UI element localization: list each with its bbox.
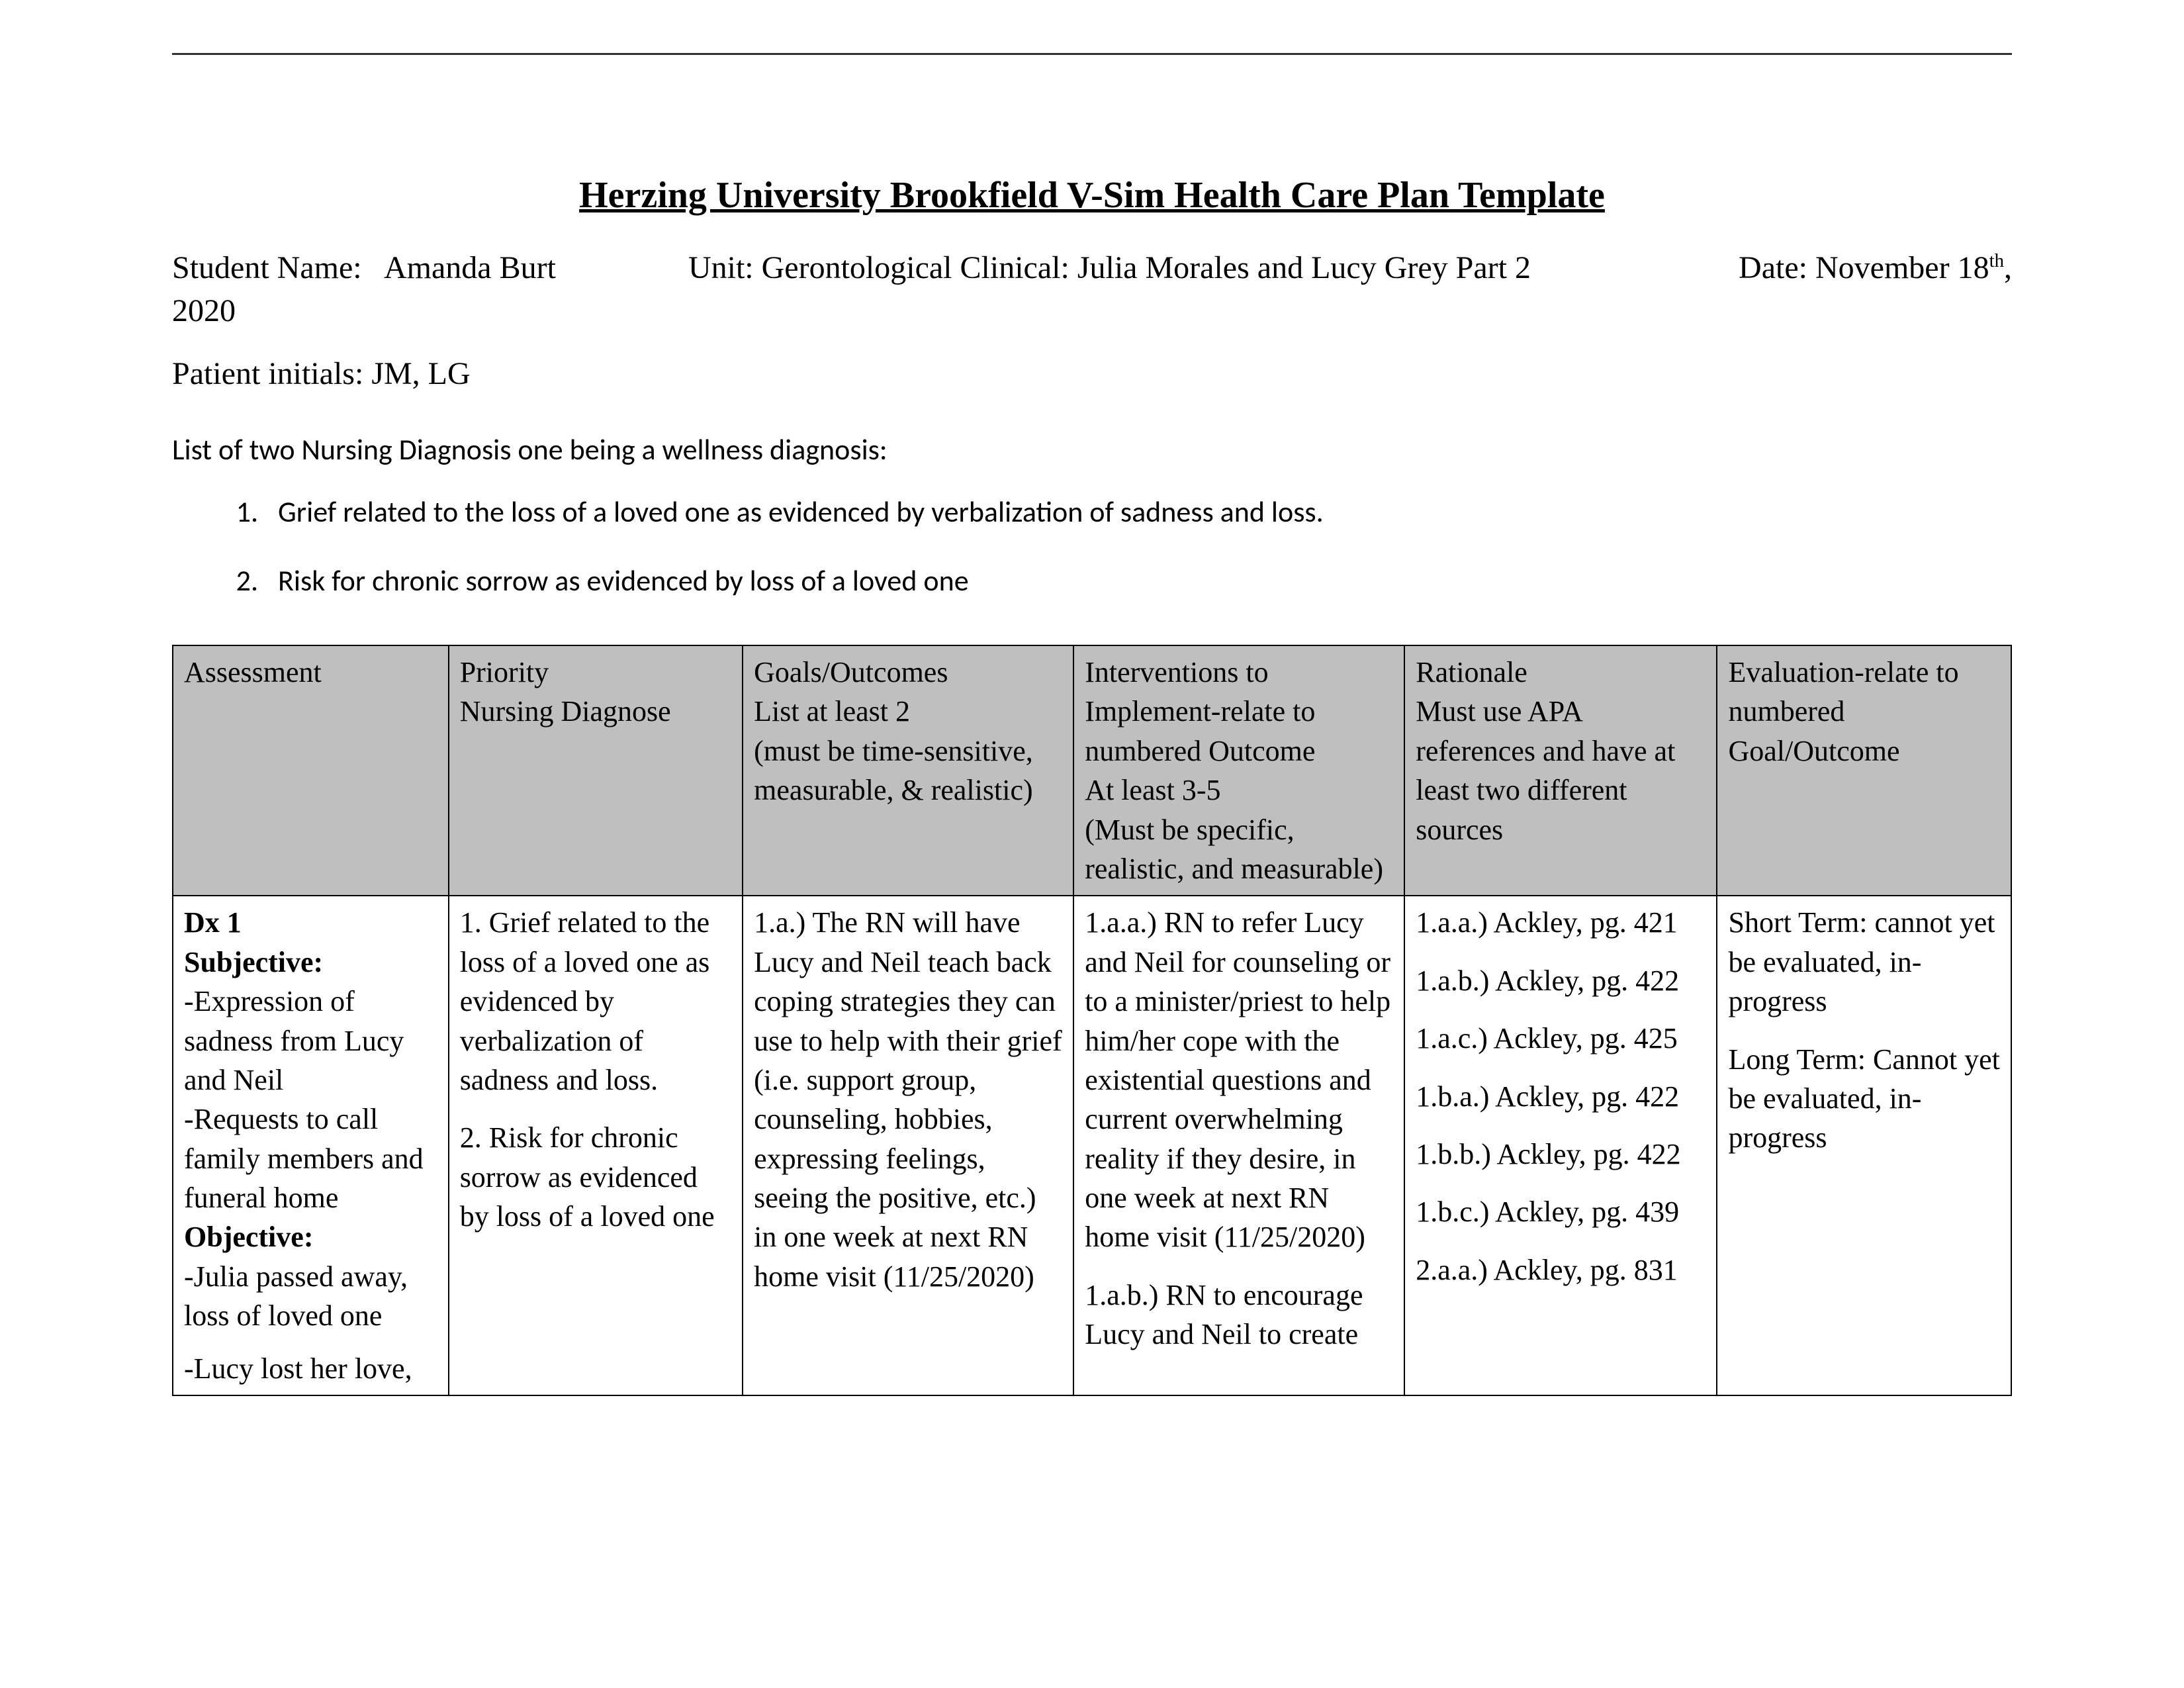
priority-item-2: 2. Risk for chronic sorrow as evidenced … xyxy=(460,1118,731,1236)
subjective-label: Subjective: xyxy=(184,943,437,982)
top-horizontal-rule xyxy=(172,53,2012,55)
header-priority: PriorityNursing Diagnose xyxy=(449,645,743,896)
patient-initials-field: Patient initials: JM, LG xyxy=(172,355,2012,392)
unit-label: Unit: xyxy=(688,250,754,285)
cell-rationale: 1.a.a.) Ackley, pg. 421 1.a.b.) Ackley, … xyxy=(1404,896,1717,1395)
diagnosis-item-2: Risk for chronic sorrow as evidenced by … xyxy=(265,563,2012,598)
rationale-2: 1.a.b.) Ackley, pg. 422 xyxy=(1416,961,1706,1000)
objective-line-2: -Lucy lost her love, xyxy=(184,1349,437,1388)
date-year: 2020 xyxy=(172,293,2012,329)
cell-evaluation: Short Term: cannot yet be evaluated, in-… xyxy=(1717,896,2011,1395)
date-field: Date: November 18th, xyxy=(1739,250,2012,286)
cell-assessment: Dx 1 Subjective: -Expression of sadness … xyxy=(173,896,449,1395)
student-name-value: Amanda Burt xyxy=(384,250,556,285)
date-value-suffix: , xyxy=(2004,250,2012,285)
evaluation-long-term: Long Term: Cannot yet be evaluated, in-p… xyxy=(1728,1040,2000,1158)
rationale-5: 1.b.b.) Ackley, pg. 422 xyxy=(1416,1135,1706,1174)
goal-1a: 1.a.) The RN will have Lucy and Neil tea… xyxy=(754,903,1062,1296)
unit-field: Unit: Gerontological Clinical: Julia Mor… xyxy=(582,250,1712,286)
priority-item-1: 1. Grief related to the loss of a loved … xyxy=(460,903,731,1100)
spacer xyxy=(184,1336,437,1349)
cell-priority: 1. Grief related to the loss of a loved … xyxy=(449,896,743,1395)
document-page: Herzing University Brookfield V-Sim Heal… xyxy=(0,0,2184,1688)
table-row: Dx 1 Subjective: -Expression of sadness … xyxy=(173,896,2011,1395)
intervention-2: 1.a.b.) RN to encourage Lucy and Neil to… xyxy=(1085,1276,1393,1354)
rationale-7: 2.a.a.) Ackley, pg. 831 xyxy=(1416,1250,1706,1289)
objective-label: Objective: xyxy=(184,1217,437,1256)
date-label: Date: xyxy=(1739,250,1807,285)
student-name-field: Student Name: Amanda Burt xyxy=(172,250,556,286)
cell-interventions: 1.a.a.) RN to refer Lucy and Neil for co… xyxy=(1073,896,1404,1395)
header-goals: Goals/OutcomesList at least 2(must be ti… xyxy=(743,645,1073,896)
subjective-line-1: -Expression of sadness from Lucy and Nei… xyxy=(184,982,437,1100)
header-interventions: Interventions to Implement-relate to num… xyxy=(1073,645,1404,896)
diagnosis-item-1: Grief related to the loss of a loved one… xyxy=(265,494,2012,530)
rationale-3: 1.a.c.) Ackley, pg. 425 xyxy=(1416,1019,1706,1058)
rationale-1: 1.a.a.) Ackley, pg. 421 xyxy=(1416,903,1706,942)
dx-label: Dx 1 xyxy=(184,903,437,942)
document-title: Herzing University Brookfield V-Sim Heal… xyxy=(172,174,2012,216)
evaluation-short-term: Short Term: cannot yet be evaluated, in-… xyxy=(1728,903,2000,1021)
header-evaluation: Evaluation-relate to numbered Goal/Outco… xyxy=(1717,645,2011,896)
subjective-line-2: -Requests to call family members and fun… xyxy=(184,1100,437,1217)
rationale-6: 1.b.c.) Ackley, pg. 439 xyxy=(1416,1192,1706,1231)
objective-line-1: -Julia passed away, loss of loved one xyxy=(184,1257,437,1336)
meta-row: Student Name: Amanda Burt Unit: Gerontol… xyxy=(172,250,2012,286)
diagnosis-list: Grief related to the loss of a loved one… xyxy=(172,494,2012,598)
rationale-4: 1.b.a.) Ackley, pg. 422 xyxy=(1416,1077,1706,1116)
intervention-1: 1.a.a.) RN to refer Lucy and Neil for co… xyxy=(1085,903,1393,1257)
table-header-row: Assessment PriorityNursing Diagnose Goal… xyxy=(173,645,2011,896)
date-ordinal-sup: th xyxy=(1989,250,2004,271)
patient-initials-label: Patient initials: xyxy=(172,356,363,391)
date-value-prefix: November 18 xyxy=(1815,250,1989,285)
header-assessment: Assessment xyxy=(173,645,449,896)
student-name-label: Student Name: xyxy=(172,250,362,285)
diagnosis-heading: List of two Nursing Diagnosis one being … xyxy=(172,432,2012,467)
cell-goals: 1.a.) The RN will have Lucy and Neil tea… xyxy=(743,896,1073,1395)
header-rationale: RationaleMust use APA references and hav… xyxy=(1404,645,1717,896)
patient-initials-value: JM, LG xyxy=(371,356,470,391)
unit-value: Gerontological Clinical: Julia Morales a… xyxy=(762,250,1531,285)
care-plan-table: Assessment PriorityNursing Diagnose Goal… xyxy=(172,645,2012,1396)
